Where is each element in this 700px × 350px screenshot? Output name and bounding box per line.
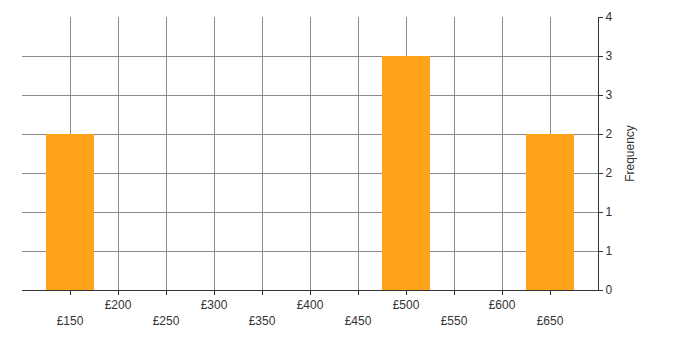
svg-text:£500: £500 [393, 298, 420, 312]
svg-text:£550: £550 [441, 314, 468, 328]
svg-text:£250: £250 [153, 314, 180, 328]
svg-text:2: 2 [605, 127, 612, 141]
svg-text:£150: £150 [57, 314, 84, 328]
svg-text:£650: £650 [537, 314, 564, 328]
svg-text:3: 3 [605, 49, 612, 63]
svg-text:1: 1 [605, 244, 612, 258]
svg-text:4: 4 [605, 10, 612, 24]
svg-text:£300: £300 [201, 298, 228, 312]
svg-text:2: 2 [605, 166, 612, 180]
svg-text:£600: £600 [489, 298, 516, 312]
svg-text:0: 0 [605, 283, 612, 297]
svg-text:£400: £400 [297, 298, 324, 312]
svg-text:£200: £200 [105, 298, 132, 312]
svg-text:£450: £450 [345, 314, 372, 328]
svg-text:3: 3 [605, 88, 612, 102]
svg-text:1: 1 [605, 205, 612, 219]
svg-text:£350: £350 [249, 314, 276, 328]
svg-text:Frequency: Frequency [623, 125, 637, 182]
